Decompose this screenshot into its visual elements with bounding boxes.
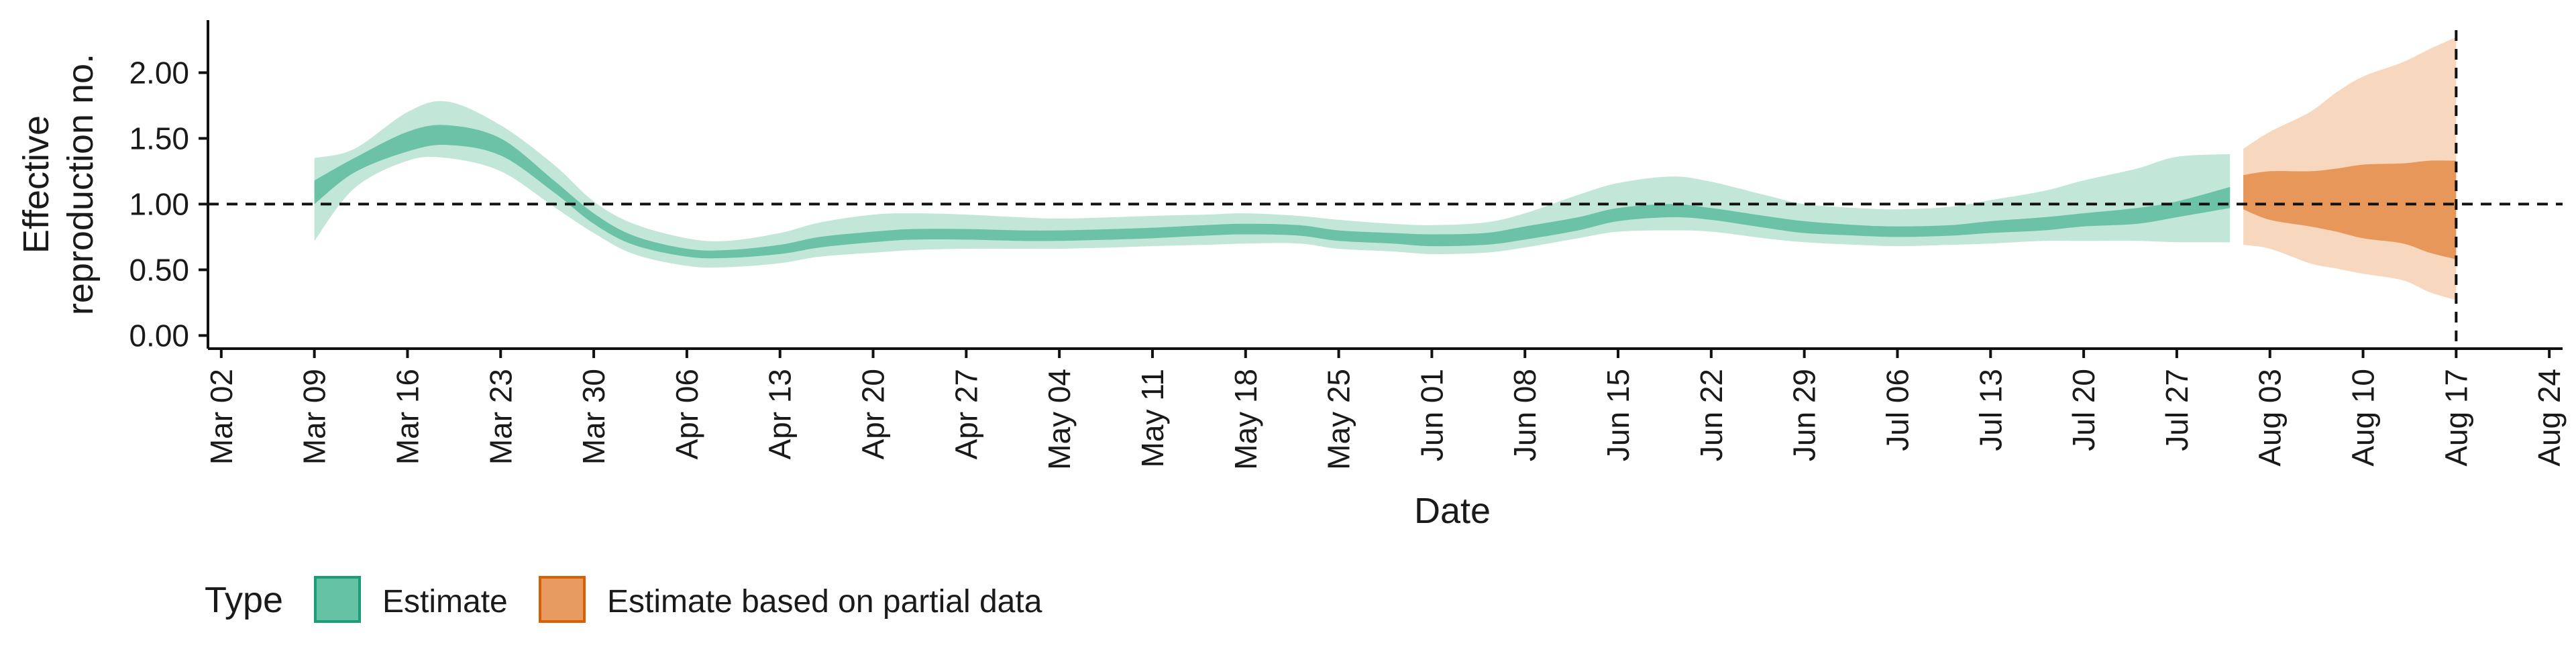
x-tick-label: Jun 08 <box>1507 369 1542 461</box>
x-tick-label: Apr 13 <box>763 369 798 460</box>
x-tick-label: Jul 06 <box>1880 369 1915 451</box>
x-axis-title: Date <box>1414 491 1491 531</box>
x-tick-label: Mar 09 <box>297 369 332 465</box>
legend-swatch <box>314 576 361 623</box>
y-tick-label: 1.00 <box>129 186 189 221</box>
x-tick-label: Aug 17 <box>2438 369 2473 467</box>
x-tick-label: Aug 03 <box>2253 369 2288 467</box>
y-axis-title-line: Effective <box>16 115 56 253</box>
y-tick-label: 2.00 <box>129 55 189 90</box>
x-tick-label: May 04 <box>1042 369 1077 470</box>
reference-lines <box>208 30 2563 349</box>
legend-label: Estimate <box>382 584 508 620</box>
x-tick-label: Aug 24 <box>2532 369 2567 467</box>
x-tick-label: Apr 06 <box>669 369 704 460</box>
x-tick-label: Mar 30 <box>576 369 611 465</box>
x-tick-label: Jun 29 <box>1787 369 1822 461</box>
estimate-bands <box>314 37 2457 300</box>
estimate-inner-band <box>314 125 2231 259</box>
x-tick-label: Apr 27 <box>949 369 983 460</box>
x-tick-label: Jun 15 <box>1601 369 1635 461</box>
x-tick-label: Jun 01 <box>1414 369 1449 461</box>
axes: 0.00 0.50 1.00 1.50 2.00 Mar 02 Mar 09 Mar 16 Ma… <box>16 20 2567 531</box>
legend-title: Type <box>205 580 283 620</box>
y-tick-label: 1.50 <box>129 121 189 156</box>
x-tick-label: Jun 22 <box>1694 369 1729 461</box>
x-tick-label: Apr 20 <box>856 369 891 460</box>
y-axis-title: Effective reproduction no. <box>16 54 101 315</box>
legend-label: Estimate based on partial data <box>607 584 1042 620</box>
x-tick-label: Aug 10 <box>2346 369 2381 467</box>
y-axis-title-line: reproduction no. <box>60 54 101 315</box>
x-tick-label: May 11 <box>1135 369 1170 467</box>
x-tick-label: Jul 13 <box>1973 369 2008 451</box>
x-tick-label: Mar 23 <box>483 369 518 465</box>
x-tick-label: May 18 <box>1228 369 1263 470</box>
x-tick-label: Mar 02 <box>204 369 239 465</box>
x-tick-label: Mar 16 <box>390 369 425 465</box>
legend: Type Estimate Estimate based on partial da… <box>205 576 1042 623</box>
y-tick-label: 0.50 <box>129 252 189 287</box>
legend-swatch <box>539 576 586 623</box>
y-tick-label: 0.00 <box>129 318 189 353</box>
x-tick-label: May 25 <box>1322 369 1356 470</box>
x-tick-label: Jul 27 <box>2159 369 2194 451</box>
estimate-outer-band <box>314 101 2231 268</box>
x-tick-label: Jul 20 <box>2066 369 2101 451</box>
partial-estimate-inner-band <box>2243 160 2457 259</box>
